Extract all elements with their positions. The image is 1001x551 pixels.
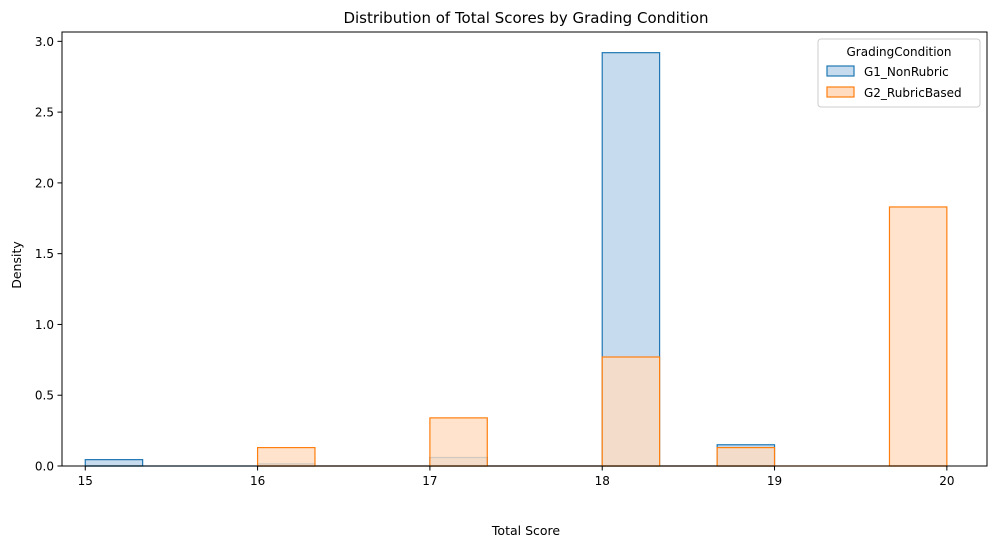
- legend-swatch: [826, 65, 855, 77]
- x-tick-label: 18: [595, 474, 610, 488]
- y-tick-label: 1.0: [35, 318, 54, 332]
- chart-title: Distribution of Total Scores by Grading …: [343, 9, 708, 27]
- legend-entry-label: G2_RubricBased: [864, 86, 962, 100]
- axes-layer: 15 16 17 18 19 20 0.0 0.5 1.0 1.5 2.0 2.5 3.0: [35, 31, 988, 488]
- x-tick-label: 19: [767, 474, 782, 488]
- legend-title: GradingCondition: [846, 45, 951, 59]
- y-tick-label: 3.0: [35, 35, 54, 49]
- y-tick-label: 0.5: [35, 389, 54, 403]
- y-tick-label: 1.5: [35, 247, 54, 261]
- y-tick-label: 0.0: [35, 460, 54, 474]
- legend-swatch: [826, 86, 855, 98]
- legend: GradingCondition G1_NonRubric G2_RubricBas…: [817, 38, 981, 108]
- x-tick-label: 20: [939, 474, 954, 488]
- histogram-bar: [601, 356, 661, 467]
- histogram-bar: [256, 446, 316, 467]
- series-G2_RubricBased: [256, 206, 948, 467]
- histogram-bar: [429, 417, 488, 467]
- x-axis-label: Total Score: [491, 523, 560, 538]
- y-axis-label: Density: [9, 241, 24, 289]
- histogram-bar: [716, 446, 776, 467]
- x-tick-label: 16: [250, 474, 265, 488]
- plot-frame: [61, 31, 988, 467]
- histogram-bar: [888, 206, 948, 467]
- y-tick-label: 2.0: [35, 176, 54, 190]
- legend-entry-label: G1_NonRubric: [864, 65, 949, 79]
- x-tick-label: 15: [78, 474, 93, 488]
- legend-frame: [817, 38, 981, 108]
- histogram-bar: [84, 459, 144, 467]
- y-tick-label: 2.5: [35, 106, 54, 120]
- bars-layer: [84, 52, 948, 467]
- x-tick-label: 17: [422, 474, 437, 488]
